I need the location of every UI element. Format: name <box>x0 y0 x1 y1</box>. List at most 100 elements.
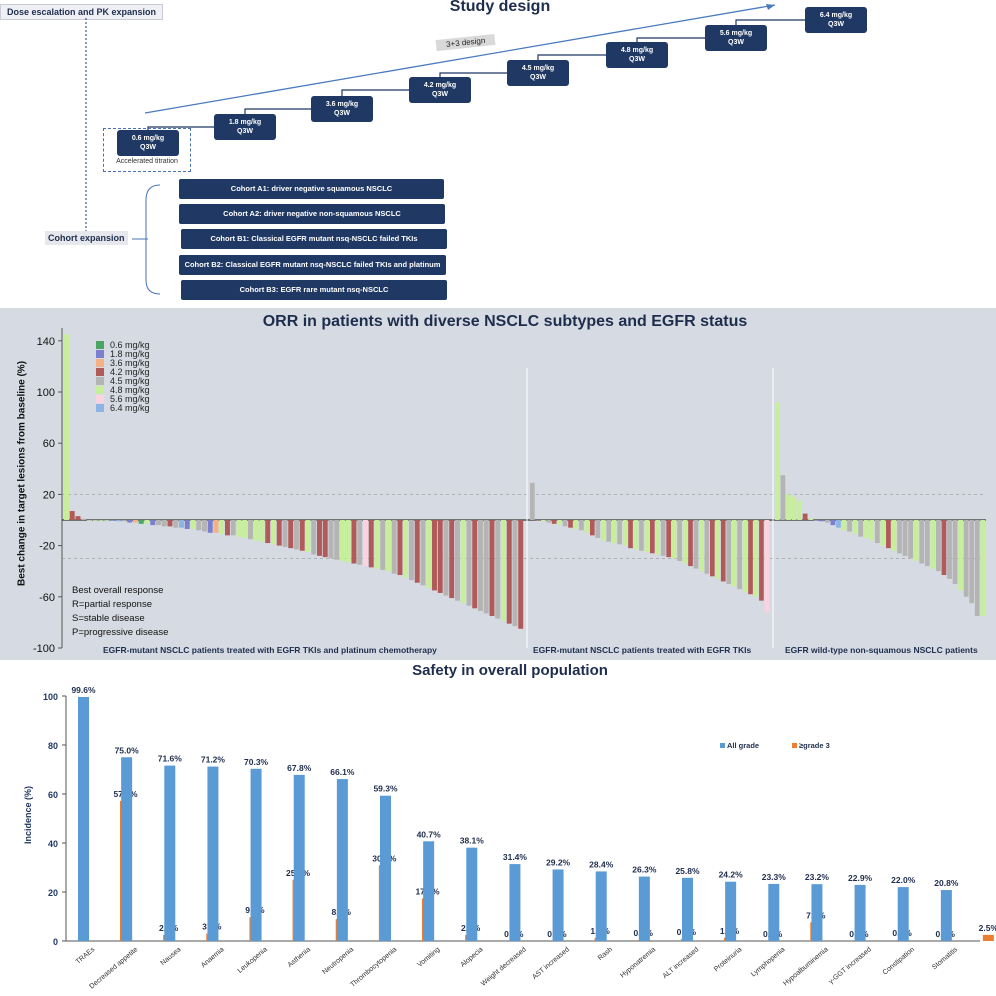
waterfall-bar <box>780 475 786 520</box>
study-design-title: Study design <box>449 0 551 15</box>
waterfall-bar <box>891 520 897 551</box>
waterfall-bar <box>115 520 121 522</box>
legend-swatch <box>96 368 104 376</box>
safety-y-tick-label: 20 <box>48 888 58 898</box>
all-grade-bar <box>811 884 823 941</box>
dose-box-line: Q3W <box>140 144 156 151</box>
data-label: 71.6% <box>158 754 183 764</box>
waterfall-bar <box>584 520 590 533</box>
waterfall-bar <box>219 520 225 535</box>
all-grade-bar <box>595 871 607 941</box>
legend-label: 5.6 mg/kg <box>110 394 150 404</box>
dose-box-line: 6.4 mg/kg <box>819 12 853 19</box>
waterfall-bar <box>666 520 672 558</box>
data-label: 66.1% <box>330 767 355 777</box>
dose-box-line: 3.6 mg/kg <box>325 101 359 108</box>
orr-legend: 0.6 mg/kg 1.8 mg/kg 3.6 mg/kg 4.2 mg/kg 4.5 … <box>96 341 150 413</box>
orr-y-tick-label: -100 <box>33 643 55 655</box>
waterfall-bar <box>265 520 271 544</box>
waterfall-bar <box>374 520 380 569</box>
waterfall-bar <box>437 520 443 593</box>
waterfall-bar <box>611 520 617 544</box>
data-label: 75.0% <box>115 745 140 755</box>
waterfall-bar <box>863 520 869 538</box>
cohort-box: Cohort B1: Classical EGFR mutant nsq-NSC… <box>181 229 447 249</box>
all-grade-bar <box>897 887 909 941</box>
step-connector <box>537 54 606 60</box>
legend-label: 3.6 mg/kg <box>110 358 150 368</box>
waterfall-bar <box>443 520 449 596</box>
category-label: Hyponatremia <box>619 946 657 979</box>
waterfall-bar <box>495 520 501 619</box>
all-grade-bar <box>638 876 650 941</box>
waterfall-bar <box>489 520 495 616</box>
waterfall-bar <box>919 520 925 564</box>
orr-y-tick-label: 60 <box>43 438 55 450</box>
waterfall-bar <box>345 520 351 563</box>
waterfall-bar <box>797 500 802 520</box>
waterfall-bar <box>501 520 506 622</box>
waterfall-bar <box>460 520 466 604</box>
waterfall-bar <box>622 520 628 546</box>
dose-box-line: 4.8 mg/kg <box>620 47 654 54</box>
all-grade-bar <box>423 841 435 941</box>
cohort-expansion-label: Cohort expansion <box>45 231 128 245</box>
legend-swatch <box>96 350 104 358</box>
safety-y-tick-label: 60 <box>48 790 58 800</box>
waterfall-bar <box>397 520 403 576</box>
waterfall-bar <box>184 520 190 529</box>
waterfall-bar <box>913 520 919 561</box>
study-design-connectors <box>85 4 805 295</box>
legend-item: 4.2 mg/kg <box>96 368 150 377</box>
legend-label: All grade <box>727 741 759 750</box>
waterfall-bar <box>841 520 847 531</box>
safety-y-tick-label: 80 <box>48 741 58 751</box>
dose-box-line: Q3W <box>432 91 448 98</box>
waterfall-bar <box>317 520 322 556</box>
safety-title: Safety in overall population <box>412 662 608 679</box>
legend-swatch <box>96 377 104 385</box>
waterfall-bar <box>958 520 963 591</box>
legend-swatch <box>96 395 104 403</box>
waterfall-bar <box>947 520 952 579</box>
dose-box-line: Q3W <box>334 110 350 117</box>
waterfall-bar <box>334 520 340 560</box>
accelerated-titration-label: Accelerated titration <box>116 158 178 165</box>
legend-label: 0.6 mg/kg <box>110 340 150 350</box>
data-label: 59.3% <box>373 784 398 794</box>
waterfall-bar <box>173 520 179 528</box>
category-label: Asthenia <box>287 946 312 969</box>
waterfall-bar <box>562 520 568 527</box>
step-connector <box>147 126 214 130</box>
legend-item: 6.4 mg/kg <box>96 404 150 413</box>
step-connector <box>636 37 705 42</box>
all-grade-bar <box>725 881 737 941</box>
step-connector <box>735 19 805 25</box>
waterfall-bar <box>288 520 294 549</box>
orr-chart: -100 -60 -20 20 60 100 140 <box>33 328 986 655</box>
all-grade-bar <box>336 779 348 941</box>
category-label: AST increased <box>531 946 571 981</box>
waterfall-bar <box>207 520 213 533</box>
dose-box-line: 4.2 mg/kg <box>423 82 457 89</box>
waterfall-bar <box>546 520 552 523</box>
waterfall-bar <box>311 520 317 555</box>
dose-box-line: Q3W <box>530 74 546 81</box>
waterfall-bar <box>179 520 184 528</box>
waterfall-bar <box>449 520 455 599</box>
waterfall-bar <box>368 520 374 568</box>
waterfall-bar <box>836 520 841 528</box>
category-label: Weight decreased <box>480 946 528 988</box>
waterfall-bar <box>813 520 819 521</box>
data-label: 28.4% <box>589 859 614 869</box>
waterfall-bar <box>980 520 986 616</box>
waterfall-bar <box>535 520 541 521</box>
waterfall-bar <box>579 520 584 531</box>
legend-item: 3.6 mg/kg <box>96 359 150 368</box>
waterfall-bar <box>386 520 391 572</box>
waterfall-bar <box>110 520 115 521</box>
waterfall-bar <box>617 520 622 545</box>
dose-box-line: Q3W <box>237 128 253 135</box>
all-grade-bar <box>466 847 478 941</box>
waterfall-bar <box>963 520 969 597</box>
